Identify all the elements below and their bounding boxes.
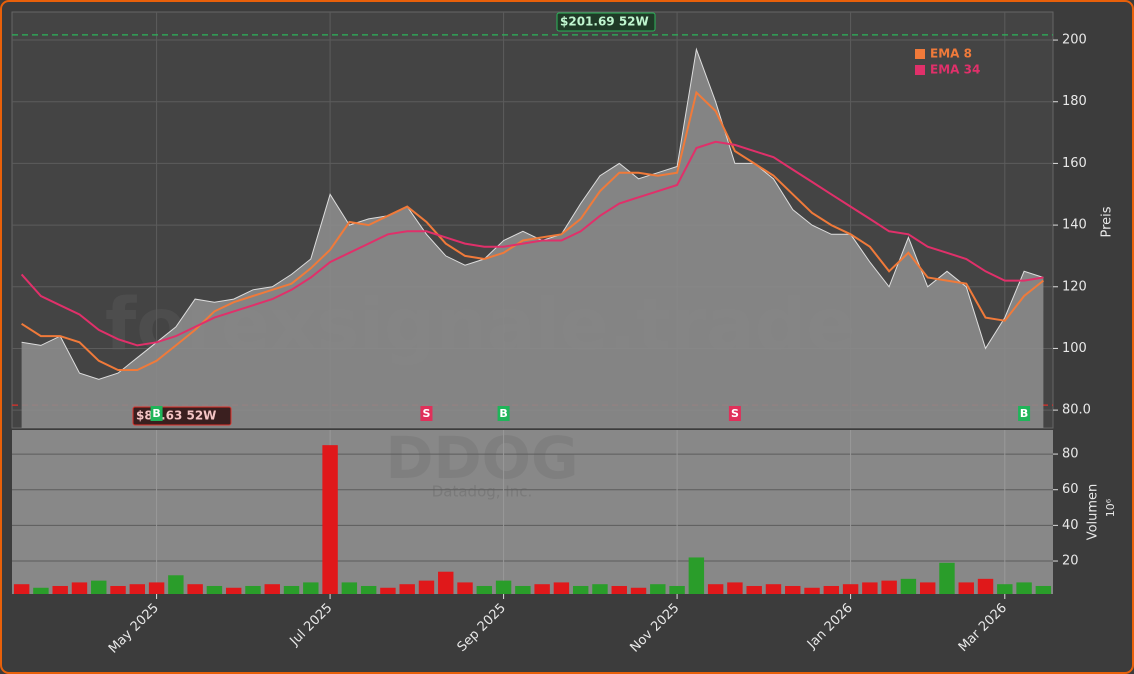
volume-bar [110,585,126,594]
signal-marker [150,406,163,421]
volume-bar [360,585,377,594]
volume-bar [33,587,49,594]
y-tick-label: 200 [1062,33,1087,48]
volume-bar [804,587,820,594]
volume-bar [457,582,473,594]
volume-bar [727,582,743,594]
signal-label: B [499,407,507,420]
watermark: DDOG [385,424,578,492]
volume-bar [650,584,666,594]
volume-bar [939,562,955,594]
y-tick-label: 80 [1062,447,1079,462]
legend-label: EMA 34 [930,63,980,77]
volume-bar [572,585,589,594]
volume-bar [997,584,1013,594]
y-tick-label: 20 [1062,554,1079,569]
volume-bar [322,445,338,594]
annotation-box [556,12,656,32]
volume-bar [341,582,358,594]
volume-bar [688,557,705,594]
volume-bar [669,585,685,594]
volume-bar [862,582,878,594]
y-axis-unit: 10⁶ [1104,498,1117,517]
volume-bar [476,585,493,594]
signal-label: B [1020,407,1028,420]
y-tick-label: 180 [1062,94,1087,109]
price-line [21,47,1044,380]
annotation: $81.63 52W [136,409,216,423]
y-axis-label: Preis [1100,206,1115,237]
legend-swatch [915,49,925,59]
volume-bar [303,582,319,594]
volume-bar [225,587,242,594]
volume-bar [823,585,840,594]
volume-bar [630,587,647,594]
volume-bar [129,584,146,594]
volume-bar [245,585,261,594]
signal-marker [728,406,741,421]
volume-bar [71,582,88,594]
volume-bar [13,584,30,594]
volume-bar [438,571,454,594]
volume-bar [148,582,165,594]
volume-bar [592,584,608,594]
y-tick-label: 140 [1062,218,1087,233]
signal-marker [420,406,433,421]
y-tick-label: 120 [1062,279,1087,294]
legend-swatch [915,65,925,75]
volume-panel [12,430,1053,594]
signal-label: S [731,407,739,420]
volume-bar [746,585,762,594]
volume-bar [206,585,223,594]
volume-bar [380,587,396,594]
volume-bar [785,585,801,594]
signal-marker [1018,406,1031,421]
volume-bar [168,575,184,594]
y-tick-label: 60 [1062,482,1079,497]
signal-label: B [152,407,160,420]
volume-bar [91,580,107,594]
volume-bar [977,578,994,594]
volume-bar [534,584,550,594]
volume-bar [495,580,512,594]
y-axis-label: Volumen [1086,484,1101,541]
volume-bar [264,584,280,594]
volume-bar [958,582,974,594]
volume-bar [283,585,300,594]
volume-bar [187,584,203,594]
volume-bar [1016,582,1032,594]
volume-bar [553,582,570,594]
volume-bar [418,580,435,594]
volume-bar [919,582,936,594]
signal-marker [497,406,510,421]
y-tick-label: 160 [1062,156,1087,171]
watermark: Datadog, Inc. [432,483,533,501]
y-tick-label: 80.0 [1062,403,1091,418]
volume-bar [52,585,68,594]
y-tick-label: 100 [1062,341,1087,356]
volume-bar [515,585,531,594]
volume-bar [1035,585,1052,594]
volume-bar [842,584,859,594]
volume-bar [611,585,627,594]
y-tick-label: 40 [1062,518,1079,533]
volume-bar [881,580,897,594]
annotation: $201.69 52W [560,15,649,29]
volume-bar [765,584,782,594]
volume-bar [707,584,724,594]
legend-label: EMA 8 [930,47,972,61]
ema-line [21,90,1045,371]
volume-bar [399,584,415,594]
signal-label: S [423,407,431,420]
volume-bar [900,578,917,594]
ema-line [20,140,1044,347]
